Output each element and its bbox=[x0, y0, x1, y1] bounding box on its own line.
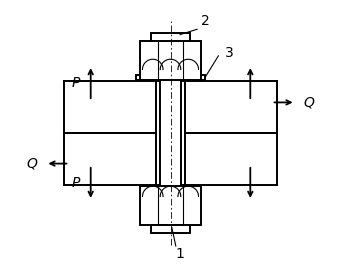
Bar bbox=[151, 225, 190, 233]
Text: P: P bbox=[72, 176, 80, 190]
Bar bbox=[136, 75, 205, 80]
Bar bbox=[185, 81, 277, 133]
Text: 2: 2 bbox=[201, 14, 209, 28]
Bar bbox=[160, 80, 181, 233]
Bar bbox=[140, 41, 201, 80]
Bar bbox=[64, 133, 156, 185]
Text: Q: Q bbox=[27, 157, 38, 171]
Text: 1: 1 bbox=[175, 247, 184, 261]
Bar bbox=[140, 186, 201, 225]
Text: 3: 3 bbox=[225, 46, 233, 60]
Text: Q: Q bbox=[303, 95, 314, 109]
Bar bbox=[64, 81, 156, 133]
Bar bbox=[185, 133, 277, 185]
Text: P: P bbox=[72, 76, 80, 90]
Bar bbox=[151, 33, 190, 41]
